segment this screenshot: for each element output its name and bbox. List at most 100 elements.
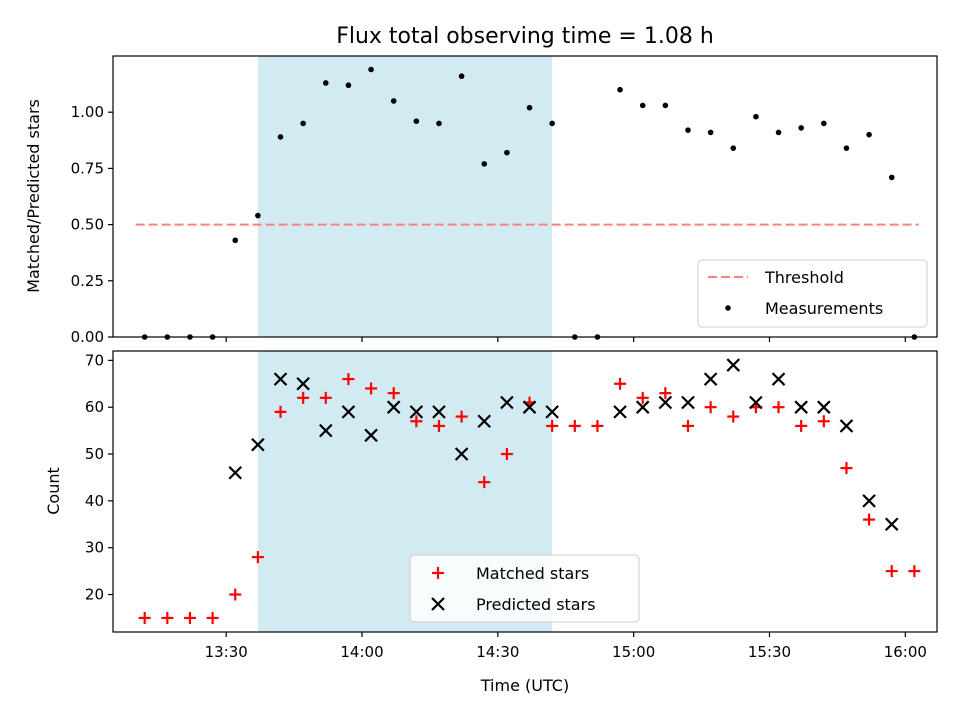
matched-star-point [229,588,242,601]
measurement-point [617,86,623,93]
top-plot-frame [112,55,938,338]
matched-star-point [365,382,378,395]
predicted-star-point [726,358,741,372]
measurement-point [639,102,646,109]
matched-star-point [206,611,219,624]
measurement-point [504,149,510,156]
matched-star-point [342,373,355,386]
bottom-y-tick-label: 20 [85,586,104,604]
legend-matched-label: Matched stars [476,564,589,583]
matched-star-point [659,387,672,400]
matched-star-point [727,410,740,423]
predicted-star-point [273,372,288,386]
bottom-panel: 20 30 40 50 60 70 13:30 14:00 14:30 15:00 15:30 16… [44,350,938,695]
x-tick-label: 13:30 [205,643,248,661]
measurement-point [436,120,442,127]
predicted-star-point [703,372,718,386]
matched-star-point [432,419,445,432]
legend-matched-swatch [432,567,444,579]
top-shaded-region [257,56,553,337]
matched-star-point [274,405,287,418]
matched-star-point [478,476,491,489]
matched-star-point [704,401,717,414]
measurement-point [821,120,827,127]
predicted-star-point [817,400,831,414]
top-y-tick-label: 0.25 [71,272,104,290]
measurement-point [549,120,555,127]
matched-star-point [297,391,310,404]
bottom-y-tick-label: 60 [85,398,104,416]
bottom-x-axis: 13:30 14:00 14:30 15:00 15:30 16:00 [205,632,927,661]
x-tick-label: 16:00 [884,643,927,661]
bottom-plot-frame [112,350,938,633]
measurement-point [526,104,533,111]
predicted-star-point [477,414,492,429]
matched-star-point [183,611,196,624]
measurement-point [481,161,488,167]
predicted-star-point [771,372,786,386]
matched-star-point [840,462,853,475]
measurement-point [707,129,714,136]
x-tick-label: 14:30 [476,643,519,661]
matched-star-point [319,391,332,404]
predicted-star-point [681,395,695,410]
measurement-point [255,212,261,219]
bottom-y-axis-label: Count [44,467,63,515]
legend-measurements-label: Measurements [765,299,883,318]
predicted-star-point [545,405,559,419]
top-panel: Flux total observing time = 1.08 h 0.000… [24,24,938,346]
x-tick-label: 15:30 [748,643,791,661]
top-y-tick-label: 1.00 [71,103,104,121]
matched-star-point [681,419,694,432]
predicted-star-point [613,405,627,419]
matched-star-point [568,419,581,432]
top-y-tick-label: 0.75 [71,159,104,177]
measurement-point [753,113,759,120]
matched-star-point [614,377,627,390]
top-legend: Threshold Measurements [697,259,928,328]
bottom-y-tick-label: 70 [85,351,104,369]
top-x-axis-ticks [225,337,906,342]
measurement-point [322,80,329,86]
count-points [138,358,921,624]
bottom-y-tick-label: 30 [85,539,104,557]
matched-star-point [817,415,830,428]
matched-star-point [387,387,400,400]
predicted-star-point [839,419,854,433]
measurement-point [458,73,465,80]
matched-star-point [455,410,468,423]
measurement-point [345,82,352,89]
predicted-star-point [884,517,899,532]
x-tick-label: 14:00 [340,643,383,661]
matched-star-point [251,551,264,564]
predicted-star-point [749,395,763,410]
measurement-point [300,120,306,127]
measurement-points [141,66,918,340]
measurement-point [730,145,737,151]
measurement-point [798,125,804,131]
measurement-point [368,66,374,73]
matched-star-point [636,391,649,404]
bottom-y-axis: 20 30 40 50 60 70 [85,351,113,604]
predicted-star-point [522,400,537,414]
predicted-star-point [862,494,876,508]
predicted-star-point [364,428,378,443]
predicted-star-point [319,423,333,438]
measurement-point [413,118,420,124]
top-y-tick-label: 0.00 [71,328,104,346]
measurement-point [232,237,239,244]
matched-star-point [546,419,559,432]
matched-star-point [138,611,151,624]
predicted-star-point [251,437,265,452]
legend-measurement-swatch [725,305,731,311]
matched-star-point [591,419,604,432]
matched-star-point [410,415,423,428]
predicted-star-point [635,400,650,414]
predicted-star-point [658,395,673,410]
top-y-axis-label: Matched/Predicted stars [24,99,43,293]
matched-star-point [885,565,898,578]
predicted-star-point [386,400,401,414]
predicted-star-point [341,405,356,419]
matched-star-point [863,513,876,526]
